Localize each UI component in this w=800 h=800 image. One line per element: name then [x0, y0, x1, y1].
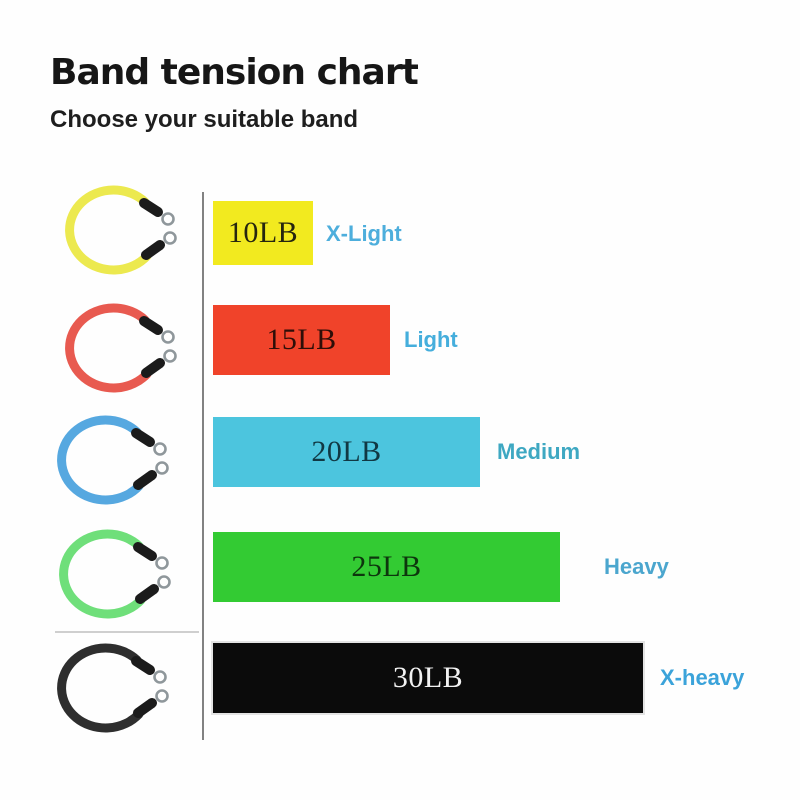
resistance-band-image-yellow: [65, 185, 177, 275]
tension-bar-10lb: 10LB: [213, 201, 313, 265]
tension-bar-30lb: 30LB: [213, 643, 643, 713]
tension-level-label: Medium: [497, 439, 581, 464]
tension-level-label: Light: [404, 327, 458, 352]
tension-bar-25lb: 25LB: [213, 532, 560, 602]
divider-line: [55, 631, 199, 633]
page-title: Band tension chart: [50, 52, 419, 93]
bar-weight-label: 20LB: [311, 435, 382, 468]
resistance-band-image-blue: [57, 415, 169, 505]
tension-bar-20lb: 20LB: [213, 417, 480, 487]
bar-weight-label: 25LB: [351, 550, 422, 583]
resistance-band-image-black: [57, 643, 169, 733]
tension-level-label: X-Light: [326, 221, 402, 246]
resistance-band-image-red: [65, 303, 177, 393]
resistance-band-image-green: [59, 529, 171, 619]
bar-weight-label: 10LB: [227, 216, 299, 249]
tension-level-label: Heavy: [604, 554, 669, 579]
bar-weight-label: 15LB: [266, 323, 337, 356]
tension-level-label: X-heavy: [660, 665, 745, 690]
tension-bar-15lb: 15LB: [213, 305, 390, 375]
chart-axis-line: [202, 192, 204, 740]
bar-weight-label: 30LB: [392, 661, 464, 694]
page-subtitle: Choose your suitable band: [50, 106, 359, 133]
